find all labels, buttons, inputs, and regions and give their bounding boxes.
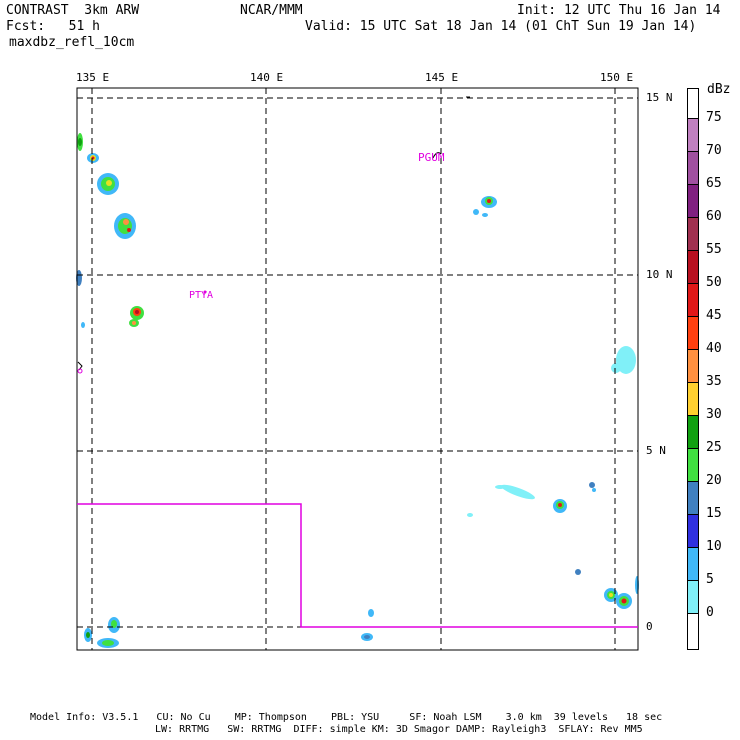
colorbar-swatch	[688, 118, 698, 151]
echo-cell	[368, 609, 374, 617]
echo-cell	[487, 199, 491, 203]
colorbar-swatch	[688, 481, 698, 514]
echo-cell	[473, 209, 479, 215]
coastlines	[77, 96, 470, 371]
valid-time: Valid: 15 UTC Sat 18 Jan 14 (01 ChT Sun …	[305, 19, 697, 34]
colorbar-level-label: 25	[706, 440, 722, 455]
colorbar	[687, 88, 699, 650]
echo-cell	[621, 598, 627, 604]
colorbar-level-label: 0	[706, 605, 714, 620]
echo-cell	[102, 640, 114, 646]
lat-label-0: 0	[646, 620, 653, 633]
colorbar-level-label: 75	[706, 110, 722, 125]
init-time: Init: 12 UTC Thu 16 Jan 14	[517, 3, 721, 18]
station-marker	[203, 290, 207, 294]
echo-cell	[609, 593, 613, 597]
colorbar-swatch	[688, 613, 698, 646]
colorbar-level-label: 15	[706, 506, 722, 521]
echo-cell	[592, 488, 596, 492]
colorbar-level-label: 40	[706, 341, 722, 356]
colorbar-level-label: 70	[706, 143, 722, 158]
echo-cell	[135, 310, 139, 314]
lon-label-150: 150 E	[600, 71, 634, 84]
colorbar-level-label: 10	[706, 539, 722, 554]
station-label-pgum: PGUM	[418, 151, 445, 164]
colorbar-level-label: 30	[706, 407, 722, 422]
colorbar-swatch	[688, 316, 698, 349]
colorbar-level-label: 45	[706, 308, 722, 323]
lon-label-135: 135 E	[76, 71, 110, 84]
echo-cell	[111, 620, 117, 628]
boundary-line	[77, 503, 638, 628]
map-frame	[76, 87, 639, 651]
field-name: maxdbz_refl_10cm	[9, 35, 135, 50]
colorbar-swatch	[688, 151, 698, 184]
model-title: CONTRAST 3km ARW	[6, 3, 140, 18]
lat-label-5: 5 N	[646, 444, 666, 457]
colorbar-swatch	[688, 250, 698, 283]
lat-label-15: 15 N	[646, 91, 673, 104]
lat-lon-gridlines	[77, 88, 638, 650]
colorbar-level-label: 60	[706, 209, 722, 224]
model-info-line: Model Info: V3.5.1 CU: No Cu MP: Thompso…	[30, 712, 663, 723]
lat-label-10: 10 N	[646, 268, 673, 281]
echo-cell	[364, 635, 370, 639]
echo-cell	[611, 363, 621, 373]
echo-cell	[495, 485, 505, 489]
colorbar-level-label: 35	[706, 374, 722, 389]
echo-cell	[78, 138, 82, 146]
lon-label-145: 145 E	[425, 71, 459, 84]
lon-label-140: 140 E	[250, 71, 284, 84]
colorbar-swatch	[688, 580, 698, 613]
colorbar-swatch	[688, 547, 698, 580]
colorbar-swatch	[688, 283, 698, 316]
colorbar-units: dBz	[707, 82, 731, 97]
organization-label: NCAR/MMM	[240, 3, 303, 18]
colorbar-level-label: 65	[706, 176, 722, 191]
colorbar-level-label: 20	[706, 473, 722, 488]
echo-cell	[86, 632, 90, 638]
colorbar-swatch	[688, 448, 698, 481]
echo-cell	[575, 569, 581, 575]
station-marker	[77, 368, 83, 374]
echo-cell	[616, 346, 636, 374]
colorbar-swatch	[688, 349, 698, 382]
echo-cell	[81, 322, 85, 328]
colorbar-swatch	[688, 217, 698, 250]
colorbar-swatch	[688, 415, 698, 448]
colorbar-swatch	[688, 184, 698, 217]
echo-cell	[482, 213, 488, 217]
reflectivity-echoes	[76, 133, 639, 648]
echo-cell	[127, 228, 131, 232]
echo-cell	[123, 219, 129, 225]
colorbar-level-label: 5	[706, 572, 714, 587]
colorbar-swatch	[688, 514, 698, 547]
echo-cell	[106, 180, 112, 186]
colorbar-swatch	[688, 382, 698, 415]
station-label-ptya: PTYA	[189, 290, 214, 301]
colorbar-level-label: 50	[706, 275, 722, 290]
echo-cell	[132, 321, 136, 325]
echo-cell	[467, 513, 473, 517]
echo-cell	[589, 482, 595, 488]
forecast-hour: Fcst: 51 h	[6, 19, 100, 34]
echo-cell	[501, 484, 535, 500]
colorbar-level-label: 55	[706, 242, 722, 257]
physics-info-line: LW: RRTMG SW: RRTMG DIFF: simple KM: 3D …	[155, 724, 643, 735]
echo-cell	[558, 503, 562, 507]
